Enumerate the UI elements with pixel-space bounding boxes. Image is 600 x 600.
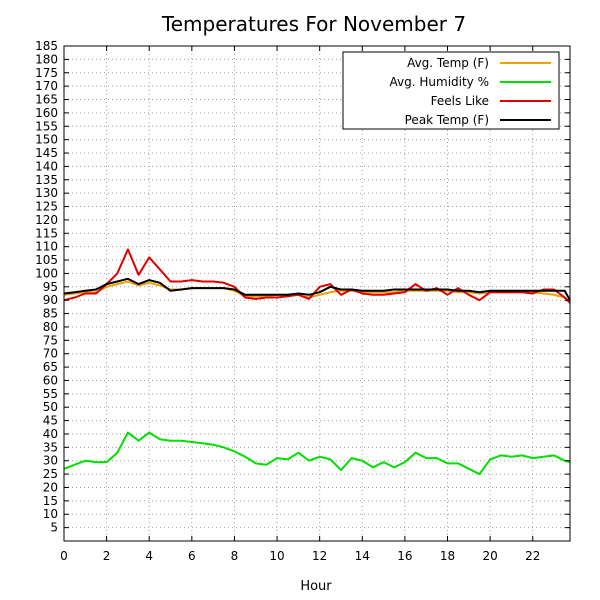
y-tick-label: 165: [35, 93, 58, 107]
y-tick-label: 65: [43, 360, 58, 374]
series-line-peak-temp-f: [63, 277, 571, 301]
y-tick-label: 180: [35, 52, 58, 66]
x-tick-label: 18: [440, 549, 455, 563]
y-tick-label: 120: [35, 213, 58, 227]
y-tick-label: 95: [43, 280, 58, 294]
series-line-avg-humidity: [63, 431, 571, 476]
y-tick-label: 100: [35, 266, 58, 280]
y-tick-label: 170: [35, 79, 58, 93]
y-tick-label: 85: [43, 307, 58, 321]
y-tick-label: 10: [43, 507, 58, 521]
y-tick-label: 20: [43, 480, 58, 494]
chart-title: Temperatures For November 7: [161, 12, 466, 36]
y-tick-label: 130: [35, 186, 58, 200]
legend-label: Avg. Humidity %: [390, 75, 489, 89]
y-tick-label: 185: [35, 39, 58, 53]
grid-layer: [63, 45, 570, 541]
x-tick-label: 14: [355, 549, 370, 563]
y-tick-label: 155: [35, 119, 58, 133]
x-axis-label: Hour: [300, 579, 332, 594]
y-tick-label: 90: [43, 293, 58, 307]
series-layer: [63, 248, 571, 476]
y-tick-label: 45: [43, 414, 58, 428]
y-tick-label: 50: [43, 400, 58, 414]
x-tick-label: 0: [60, 549, 68, 563]
y-tick-label: 140: [35, 159, 58, 173]
y-tick-label: 105: [35, 253, 58, 267]
y-tick-label: 145: [35, 146, 58, 160]
legend-label: Feels Like: [431, 94, 489, 108]
x-tick-label: 22: [525, 549, 540, 563]
y-tick-label: 15: [43, 494, 58, 508]
legend: Avg. Temp (F) Avg. Humidity % Feels Like Pe…: [342, 51, 560, 130]
y-tick-label: 160: [35, 106, 58, 120]
x-tick-label: 8: [231, 549, 239, 563]
y-tick-label: 25: [43, 467, 58, 481]
y-tick-label: 35: [43, 440, 58, 454]
x-tick-label: 10: [269, 549, 284, 563]
y-tick-label: 125: [35, 200, 58, 214]
plot-frame: [63, 45, 571, 542]
x-tick-label: 16: [397, 549, 412, 563]
y-tick-label: 110: [35, 240, 58, 254]
legend-label: Avg. Temp (F): [407, 56, 489, 70]
y-tick-label: 55: [43, 387, 58, 401]
y-tick-label: 40: [43, 427, 58, 441]
series-line-feels-like: [63, 248, 571, 304]
x-tick-label: 20: [482, 549, 497, 563]
y-tick-label: 115: [35, 226, 58, 240]
y-tick-label: 75: [43, 333, 58, 347]
y-tick-label: 5: [50, 521, 58, 535]
y-tick-label: 80: [43, 320, 58, 334]
x-tick-label: 6: [188, 549, 196, 563]
y-tick-label: 175: [35, 66, 58, 80]
legend-label: Peak Temp (F): [405, 113, 489, 127]
y-tick-label: 60: [43, 373, 58, 387]
legend-box: [342, 51, 560, 130]
x-tick-label: 12: [312, 549, 327, 563]
y-tick-label: 70: [43, 347, 58, 361]
y-tick-label: 135: [35, 173, 58, 187]
y-tick-label: 30: [43, 454, 58, 468]
x-tick-label: 4: [145, 549, 153, 563]
x-tick-label: 2: [103, 549, 111, 563]
y-tick-label: 150: [35, 133, 58, 147]
tick-layer: 5101520253035404550556065707580859095100…: [35, 39, 570, 563]
